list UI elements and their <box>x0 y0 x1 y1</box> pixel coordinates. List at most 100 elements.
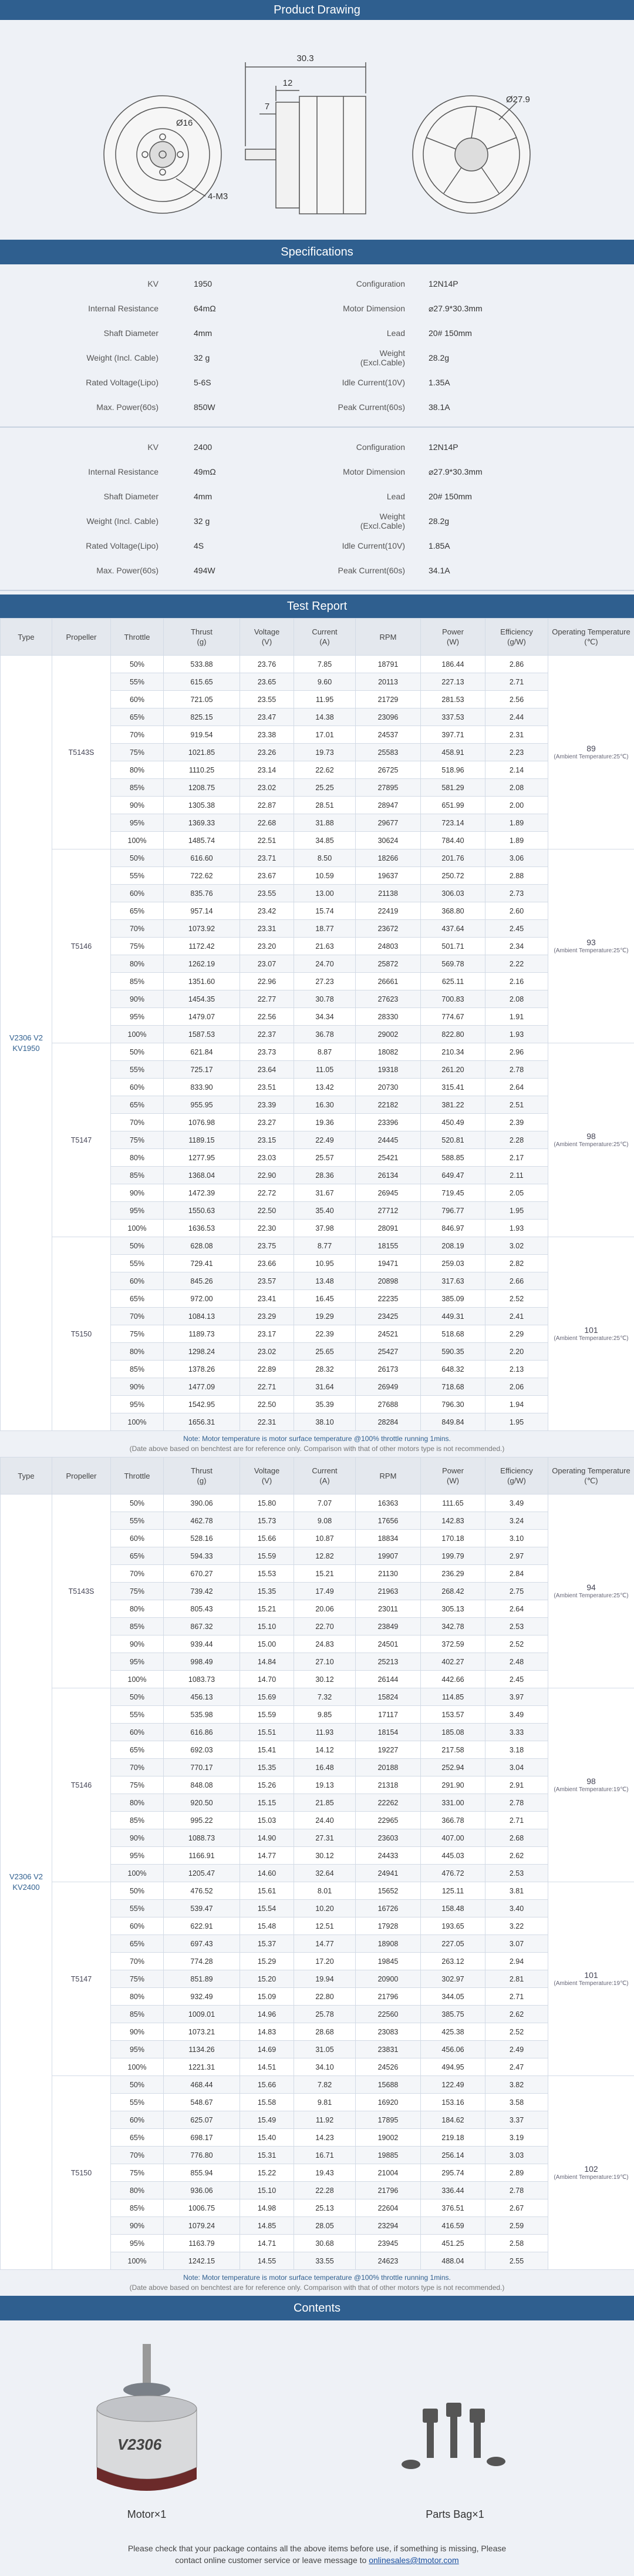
data-cell: 23.27 <box>240 1114 294 1131</box>
data-cell: 291.90 <box>421 1776 485 1794</box>
data-cell: 1378.26 <box>164 1361 240 1378</box>
data-cell: 23396 <box>356 1114 421 1131</box>
data-cell: 219.18 <box>421 2129 485 2147</box>
dim-label: 12 <box>283 78 293 88</box>
data-cell: 80% <box>111 1149 164 1167</box>
data-cell: 208.19 <box>421 1237 485 1255</box>
data-cell: 16.45 <box>294 1290 356 1308</box>
column-header: Current(A) <box>294 1457 356 1494</box>
data-cell: 14.84 <box>240 1653 294 1671</box>
data-cell: 1242.15 <box>164 2252 240 2270</box>
data-cell: 23.42 <box>240 902 294 920</box>
data-cell: 14.60 <box>240 1865 294 1882</box>
column-name: Thrust <box>164 627 240 637</box>
data-cell: 250.72 <box>421 867 485 885</box>
data-cell: 784.40 <box>421 832 485 849</box>
column-unit: (g/W) <box>485 1476 548 1486</box>
data-cell: 259.03 <box>421 1255 485 1272</box>
data-cell: 23.41 <box>240 1290 294 1308</box>
data-cell: 725.17 <box>164 1061 240 1079</box>
data-cell: 3.18 <box>485 1741 548 1759</box>
data-cell: 70% <box>111 1114 164 1131</box>
data-cell: 449.31 <box>421 1308 485 1325</box>
data-cell: 13.48 <box>294 1272 356 1290</box>
data-cell: 957.14 <box>164 902 240 920</box>
email-link[interactable]: onlinesales@tmotor.com <box>369 2555 459 2565</box>
data-cell: 8.77 <box>294 1237 356 1255</box>
propeller-cell: T5146 <box>52 849 111 1043</box>
data-cell: 539.47 <box>164 1900 240 1917</box>
data-cell: 796.30 <box>421 1396 485 1413</box>
data-cell: 23.76 <box>240 656 294 673</box>
data-cell: 1.89 <box>485 814 548 832</box>
data-cell: 796.77 <box>421 1202 485 1220</box>
data-cell: 1163.79 <box>164 2235 240 2252</box>
data-cell: 719.45 <box>421 1184 485 1202</box>
data-cell: 80% <box>111 1600 164 1618</box>
data-cell: 337.53 <box>421 708 485 726</box>
data-cell: 835.76 <box>164 885 240 902</box>
data-cell: 23.02 <box>240 1343 294 1361</box>
spec-value: 20# 150mm <box>429 328 634 338</box>
data-cell: 855.94 <box>164 2164 240 2182</box>
data-cell: 21318 <box>356 1776 421 1794</box>
data-cell: 31.64 <box>294 1378 356 1396</box>
data-cell: 8.50 <box>294 849 356 867</box>
data-cell: 2.96 <box>485 1043 548 1061</box>
column-name: Propeller <box>52 632 110 642</box>
data-cell: 60% <box>111 691 164 708</box>
data-cell: 18154 <box>356 1724 421 1741</box>
data-cell: 11.92 <box>294 2111 356 2129</box>
data-cell: 23.39 <box>240 1096 294 1114</box>
data-cell: 2.88 <box>485 867 548 885</box>
data-cell: 932.49 <box>164 1988 240 2006</box>
data-cell: 15.66 <box>240 2076 294 2094</box>
data-cell: 3.03 <box>485 2147 548 2164</box>
data-cell: 1351.60 <box>164 973 240 990</box>
data-cell: 23.20 <box>240 938 294 955</box>
data-cell: 15.00 <box>240 1635 294 1653</box>
data-cell: 19.36 <box>294 1114 356 1131</box>
column-name: Efficiency <box>485 1466 548 1476</box>
data-cell: 23.17 <box>240 1325 294 1343</box>
data-cell: 1485.74 <box>164 832 240 849</box>
data-cell: 75% <box>111 938 164 955</box>
data-cell: 22419 <box>356 902 421 920</box>
data-cell: 22.70 <box>294 1618 356 1635</box>
data-cell: 65% <box>111 1096 164 1114</box>
data-cell: 30.68 <box>294 2235 356 2252</box>
data-cell: 23603 <box>356 1829 421 1847</box>
column-name: Propeller <box>52 1471 110 1481</box>
spec-label: Shaft Diameter <box>0 492 194 501</box>
data-cell: 998.49 <box>164 1653 240 1671</box>
column-unit: (W) <box>421 1476 485 1486</box>
data-cell: 936.06 <box>164 2182 240 2199</box>
data-cell: 15.15 <box>240 1794 294 1812</box>
data-cell: 533.88 <box>164 656 240 673</box>
data-cell: 17.20 <box>294 1953 356 1970</box>
data-cell: 955.95 <box>164 1096 240 1114</box>
data-cell: 23.31 <box>240 920 294 938</box>
data-cell: 1189.73 <box>164 1325 240 1343</box>
column-unit: (V) <box>240 1476 294 1486</box>
column-header: Type <box>1 1457 52 1494</box>
data-cell: 26144 <box>356 1671 421 1688</box>
column-unit: (W) <box>421 637 485 647</box>
column-name: Current <box>294 1466 355 1476</box>
contents-svg: V2306 Motor×1 Parts Bag×1 <box>0 2320 634 2532</box>
data-cell: 23096 <box>356 708 421 726</box>
temperature-cell: 101(Ambient Temperature:25℃) <box>548 1237 634 1431</box>
data-cell: 23.51 <box>240 1079 294 1096</box>
data-cell: 15.48 <box>240 1917 294 1935</box>
data-cell: 19.29 <box>294 1308 356 1325</box>
data-cell: 2.51 <box>485 1096 548 1114</box>
column-header: Efficiency(g/W) <box>485 619 548 656</box>
data-cell: 185.08 <box>421 1724 485 1741</box>
data-cell: 729.41 <box>164 1255 240 1272</box>
data-cell: 2.34 <box>485 938 548 955</box>
data-cell: 16726 <box>356 1900 421 1917</box>
data-cell: 833.90 <box>164 1079 240 1096</box>
data-cell: 2.94 <box>485 1953 548 1970</box>
data-cell: 2.45 <box>485 920 548 938</box>
spec-label: Internal Resistance <box>0 467 194 476</box>
